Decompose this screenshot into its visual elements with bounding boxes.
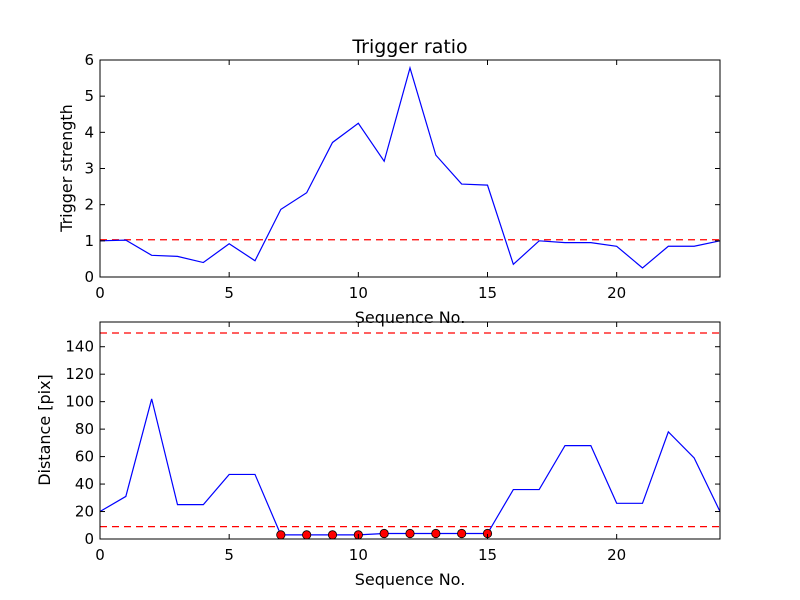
bottom-plot-y-axis-label: Distance [pix] — [35, 374, 54, 486]
x-tick-label: 10 — [349, 546, 368, 564]
y-tick-label: 140 — [65, 338, 94, 356]
x-tick-label: 15 — [478, 284, 497, 302]
y-tick-label: 0 — [84, 268, 94, 286]
series-line — [99, 65, 721, 269]
y-tick-label: 20 — [75, 503, 94, 521]
data-point-marker — [431, 528, 441, 539]
bottom-plot-frame — [99, 321, 721, 540]
bottom-plot-x-axis-label: Sequence No. — [355, 570, 466, 589]
x-tick-label: 5 — [224, 546, 234, 564]
y-tick-label: 80 — [75, 420, 94, 438]
y-tick-label: 100 — [65, 393, 94, 411]
data-point-marker — [405, 528, 415, 539]
top-plot-x-axis-label: Sequence No. — [355, 308, 466, 327]
y-tick-label: 3 — [84, 160, 94, 178]
x-tick-label: 0 — [95, 284, 105, 302]
top-plot-y-axis-label: Trigger strength — [57, 104, 76, 233]
data-point-marker — [457, 528, 467, 539]
x-tick-label: 20 — [607, 284, 626, 302]
x-tick-label: 0 — [95, 546, 105, 564]
top-plot-title: Trigger ratio — [351, 36, 467, 58]
data-point-marker — [327, 530, 338, 540]
y-tick-label: 4 — [84, 123, 94, 141]
x-tick-label: 5 — [224, 284, 234, 302]
y-tick-label: 2 — [84, 196, 94, 214]
data-point-marker — [379, 528, 389, 539]
x-tick-label: 20 — [607, 546, 626, 564]
data-point-marker — [302, 530, 312, 540]
x-tick-label: 15 — [478, 546, 497, 564]
y-tick-label: 6 — [84, 51, 94, 69]
y-tick-label: 60 — [75, 448, 94, 466]
y-tick-label: 0 — [84, 530, 94, 548]
y-tick-label: 5 — [84, 87, 94, 105]
y-tick-label: 40 — [75, 475, 94, 493]
y-tick-label: 120 — [65, 365, 94, 383]
x-tick-label: 10 — [349, 284, 368, 302]
y-tick-label: 1 — [84, 232, 94, 250]
data-point-marker — [276, 530, 286, 540]
